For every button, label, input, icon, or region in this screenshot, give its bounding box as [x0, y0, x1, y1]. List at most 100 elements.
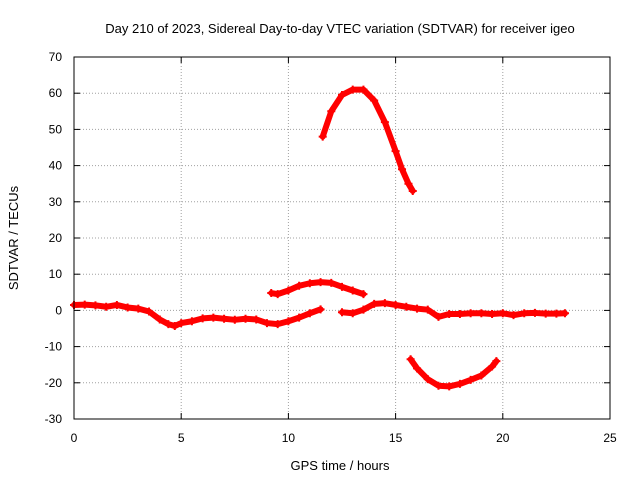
data-point: [530, 308, 539, 317]
data-point: [198, 314, 207, 323]
data-point: [295, 281, 304, 290]
data-point: [455, 379, 464, 388]
chart-title: Day 210 of 2023, Sidereal Day-to-day VTE…: [105, 21, 574, 36]
y-tick-label: -10: [45, 340, 63, 354]
y-tick-label: 30: [49, 195, 63, 209]
data-point: [492, 357, 501, 366]
data-point: [380, 118, 389, 127]
data-point: [455, 310, 464, 319]
data-point: [145, 307, 154, 316]
data-point: [267, 289, 276, 298]
data-point: [423, 375, 432, 384]
data-point: [402, 302, 411, 311]
data-point: [520, 309, 529, 318]
data-point: [252, 315, 261, 324]
data-point: [338, 308, 346, 317]
data-point: [466, 309, 475, 318]
axis-ticks: 0 5 10 15 20 25 -30 -20 -10 0 10 20 30 40 50 60 70: [45, 50, 617, 445]
data-point: [445, 310, 454, 319]
data-point: [338, 282, 346, 291]
y-tick-label: 50: [49, 122, 63, 136]
data-point: [398, 165, 407, 174]
y-tick-label: 40: [49, 159, 63, 173]
data-point: [370, 96, 379, 105]
data-point: [273, 290, 282, 299]
data-point: [348, 286, 357, 295]
x-tick-label: 10: [282, 431, 296, 445]
data-point: [102, 302, 111, 311]
y-tick-label: 70: [49, 50, 63, 64]
y-axis-title: SDTVAR / TECUs: [6, 185, 21, 290]
x-tick-label: 5: [178, 431, 185, 445]
data-point: [284, 317, 293, 326]
data-point: [305, 279, 314, 288]
data-point: [327, 107, 336, 116]
series-line: [268, 279, 367, 298]
data-point: [359, 305, 368, 314]
data-point: [318, 132, 327, 141]
y-tick-label: 20: [49, 231, 63, 245]
data-point: [391, 147, 400, 156]
series-line: [407, 356, 500, 390]
x-tick-label: 25: [603, 431, 617, 445]
y-tick-label: -20: [45, 376, 63, 390]
data-point: [413, 304, 422, 313]
data-point: [488, 362, 497, 371]
x-axis-title: GPS time / hours: [291, 458, 390, 473]
data-point: [380, 299, 389, 308]
data-point: [404, 179, 413, 188]
data-point: [359, 290, 368, 299]
data-point: [391, 300, 400, 309]
series-line: [71, 301, 324, 329]
x-tick-label: 15: [389, 431, 403, 445]
y-tick-label: 60: [49, 86, 63, 100]
data-point: [209, 313, 218, 322]
y-tick-label: 10: [49, 267, 63, 281]
data-point: [316, 305, 325, 314]
data-point: [541, 309, 550, 318]
data-point: [241, 314, 250, 323]
data-point: [177, 319, 186, 328]
data-point: [348, 309, 357, 318]
data-point: [170, 321, 179, 330]
data-point: [552, 309, 561, 318]
data-point: [295, 313, 304, 322]
data-point: [434, 381, 443, 390]
data-point: [187, 317, 196, 326]
data-point: [80, 300, 89, 309]
data-point: [406, 355, 415, 364]
data-point: [434, 312, 443, 321]
x-tick-label: 0: [71, 431, 78, 445]
data-point: [155, 315, 164, 324]
data-point: [370, 299, 379, 308]
data-point: [220, 314, 229, 323]
data-point: [348, 85, 357, 94]
x-tick-label: 20: [496, 431, 510, 445]
series-midday-hump: [267, 278, 368, 299]
series-post-noon-near-zero-track: [338, 299, 569, 321]
data-point: [284, 286, 293, 295]
y-tick-label: 0: [55, 303, 62, 317]
data-point: [477, 309, 486, 318]
data-point: [305, 309, 314, 318]
grid-lines: [74, 57, 610, 419]
data-point: [423, 305, 432, 314]
data-point: [560, 309, 569, 318]
data-point: [316, 278, 325, 287]
data-point: [413, 364, 422, 373]
data-series: [70, 85, 569, 391]
data-point: [488, 310, 497, 319]
data-point: [112, 300, 121, 309]
data-point: [509, 311, 518, 320]
series-high-arc: [318, 85, 417, 195]
data-point: [164, 320, 173, 329]
series-near-zero-track: [70, 300, 325, 330]
data-point: [498, 309, 507, 318]
data-point: [91, 301, 100, 310]
data-point: [134, 304, 143, 313]
data-point: [466, 375, 475, 384]
data-point: [273, 320, 282, 329]
data-point: [477, 371, 486, 380]
series-negative-arc: [406, 355, 501, 391]
